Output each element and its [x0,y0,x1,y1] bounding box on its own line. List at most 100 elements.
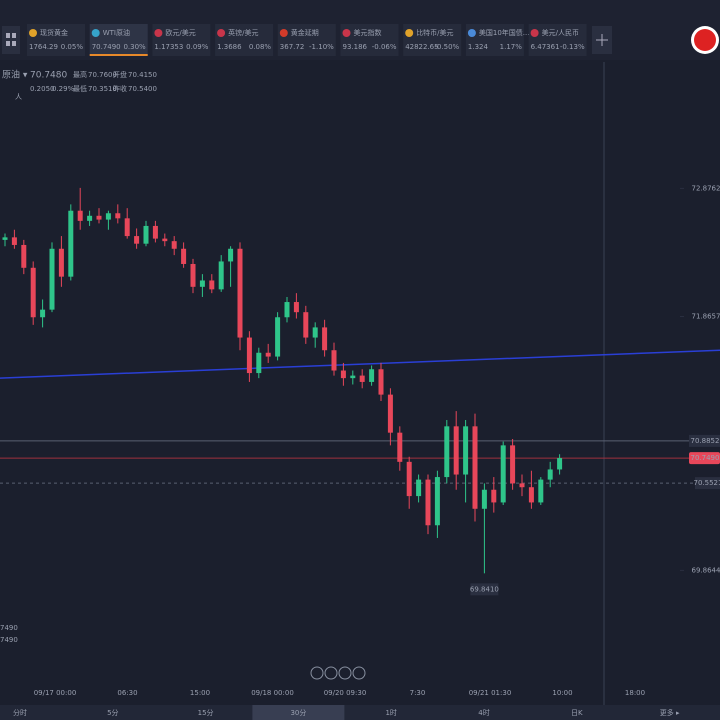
ticker-change: 0.05% [61,43,84,51]
ticker-card[interactable] [27,24,85,56]
header-change: 0.2050 [30,85,55,93]
candle-body [190,263,196,287]
stat-value: 70.3510 [88,85,117,93]
candle-body [538,479,544,503]
stat-label: 最高 [73,70,87,79]
candle-body [340,370,346,379]
candle-body [237,248,243,338]
tab-bar [0,705,720,720]
tab[interactable]: 30分 [290,708,306,717]
ticker-card[interactable] [465,24,524,56]
left-label: 7490 [0,636,18,644]
tab[interactable]: 5分 [107,708,118,717]
candle-body [491,489,497,503]
ticker-change: 0.30% [123,43,146,51]
x-tick-label: 09/17 00:00 [34,689,77,697]
ticker-price: 1.3686 [217,43,242,51]
candle-body [528,487,534,503]
candle-body [68,210,74,277]
ref-price-bg [695,477,720,490]
candle-body [453,426,459,475]
y-tick-label: 69.8644 [692,566,720,574]
last-price-bg [689,452,720,465]
header-change-pct: 0.29% [52,85,75,93]
add-button[interactable] [592,26,612,54]
ticker-name: 美国10年国债... [479,28,530,37]
candle-body [58,248,64,277]
y-tick-label: 71.8657 [692,313,720,321]
ticker-card[interactable] [215,24,274,56]
crosshair-label-bg [689,434,720,447]
candle-body [359,375,365,382]
candle-body [322,327,328,351]
candle-body [434,477,440,526]
candle-body [406,461,412,497]
candle-body [293,302,299,313]
candle-body [96,215,102,220]
candle-body [152,225,158,239]
ticker-card[interactable] [528,24,587,56]
candle-body [463,426,469,475]
tab[interactable]: 分时 [13,708,27,717]
candle-body [472,426,478,509]
ticker-card[interactable] [152,24,211,56]
x-tick-label: 09/20 09:30 [324,689,367,697]
ticker-name: WTI原油 [103,28,130,37]
ticker-icon [91,29,100,37]
stat-label: 最低 [73,84,87,93]
candle-body [275,317,281,357]
grid-button[interactable] [2,26,20,54]
candle-body [331,350,337,371]
ticker-card[interactable] [403,24,462,56]
stat-label: 昨收 [113,84,127,93]
ticker-card[interactable] [89,24,148,56]
ticker-selected [89,54,148,56]
candle-body [218,261,224,290]
candle-body [510,445,516,484]
candle-body [134,236,140,244]
candle-body [397,432,403,462]
candle-body [519,483,525,488]
ticker-card[interactable] [340,24,399,56]
ticker-card[interactable] [277,24,336,56]
tab[interactable]: 4时 [478,708,489,717]
stat-value: 70.7600 [88,71,117,79]
ticker-price: 1.17353 [154,43,183,51]
ticker-name: 美元/人民币 [542,28,579,37]
last-price-label: 70.7490 [691,454,720,462]
ticker-name: 欧元/美元 [165,28,195,37]
tab[interactable]: 更多 ▸ [660,708,680,717]
tab[interactable]: 1时 [385,708,396,717]
candle-body [209,280,215,290]
candle-body [124,218,130,237]
ticker-change: 0.09% [186,43,209,51]
ticker-icon [154,29,163,37]
crosshair-label: 70.8852 [691,437,720,445]
x-tick-label: 09/21 01:30 [469,689,512,697]
candle-body [246,337,252,374]
ticker-icon [405,29,414,37]
candle-body [171,241,177,249]
ticker-price: 6.47361 [531,43,560,51]
candle-body [378,369,384,395]
candle-body [105,213,111,220]
candle-body [143,225,149,244]
candle-body [425,479,431,526]
ticker-icon [467,29,476,37]
ticker-name: 美元指数 [354,28,382,37]
candle-body [350,375,356,379]
candle-body [181,248,187,264]
x-tick-label: 15:00 [190,689,210,697]
nav-buttons[interactable] [310,666,366,680]
y-tick-label: 72.8762 [692,184,720,192]
candle-body [557,458,563,470]
ticker-price: 93.186 [343,43,368,51]
candle-body [481,489,487,509]
left-label: 7490 [0,624,18,632]
low-label-bg [470,583,499,596]
symbol: 原油 ▾ [2,69,28,81]
candle-body [444,426,450,478]
candle-body [87,215,93,221]
tab[interactable]: 15分 [198,708,214,717]
tab[interactable]: 日K [571,709,583,717]
